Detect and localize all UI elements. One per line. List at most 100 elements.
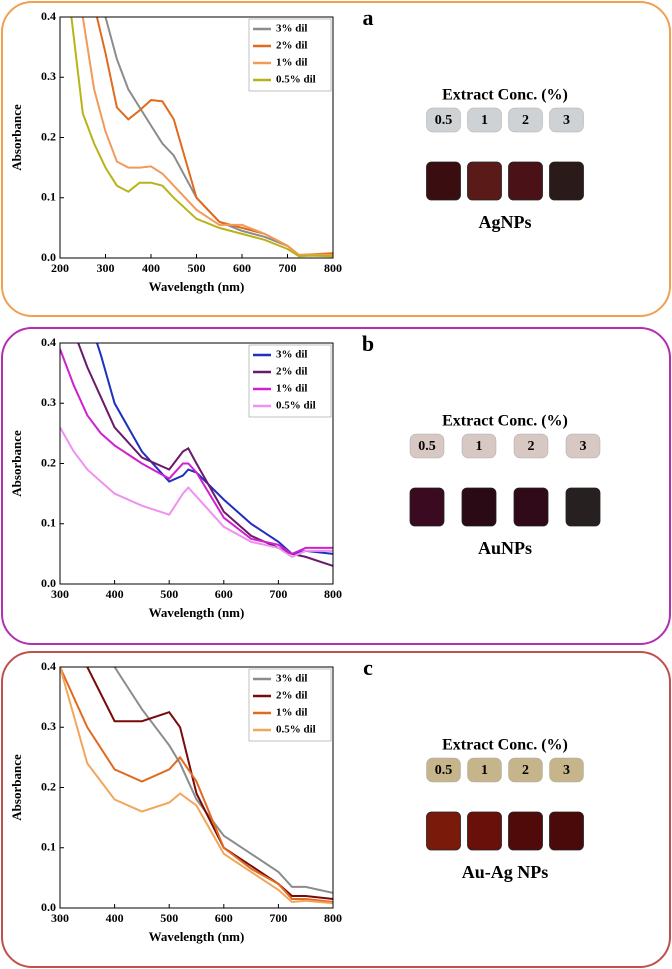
legend-label: 0.5% dil xyxy=(276,74,316,86)
legend-label: 2% dil xyxy=(276,366,307,378)
vial xyxy=(426,161,461,201)
panel-frame xyxy=(1,1,671,317)
y-tick-label: 0.3 xyxy=(41,395,56,409)
photo-title: Extract Conc. (%) xyxy=(442,413,568,430)
photo-title: Extract Conc. (%) xyxy=(442,737,568,754)
series-line xyxy=(81,17,333,257)
x-tick-label: 800 xyxy=(324,911,342,925)
vial xyxy=(508,811,543,851)
vial xyxy=(508,161,543,201)
vial-cap xyxy=(549,107,584,133)
cap-label: 2 xyxy=(528,439,535,454)
series-line xyxy=(60,667,333,903)
vial xyxy=(513,487,549,527)
x-tick-label: 800 xyxy=(324,261,342,275)
cap-label: 0.5 xyxy=(435,113,453,128)
x-tick-label: 200 xyxy=(51,261,69,275)
vial xyxy=(467,161,502,201)
legend-label: 1% dil xyxy=(276,57,307,69)
series-line xyxy=(113,667,333,894)
vial xyxy=(549,811,584,851)
series-line xyxy=(60,667,333,905)
vial-cap xyxy=(565,433,601,459)
y-tick-label: 0.0 xyxy=(41,250,56,264)
cap-label: 0.5 xyxy=(418,439,436,454)
legend-label: 1% dil xyxy=(276,707,307,719)
y-tick-label: 0.1 xyxy=(41,516,56,530)
x-tick-label: 700 xyxy=(269,587,287,601)
panel-label: b xyxy=(362,331,374,356)
legend-label: 2% dil xyxy=(276,690,307,702)
y-tick-label: 0.1 xyxy=(41,840,56,854)
y-axis-label: Absorbance xyxy=(9,104,24,171)
y-tick-label: 0.0 xyxy=(41,900,56,914)
panel: 0.0 0.1 0.2 0.3 0.4 300 400 500 600 700 800 Wavelen… xyxy=(1,327,671,645)
legend-label: 2% dil xyxy=(276,40,307,52)
photo-caption: Au-Ag NPs xyxy=(462,862,549,882)
vial-cap xyxy=(508,107,543,133)
cap-label: 3 xyxy=(563,113,570,128)
y-axis-label: Absorbance xyxy=(9,754,24,821)
vial-cap xyxy=(467,757,502,783)
vial-cap xyxy=(549,757,584,783)
y-tick-label: 0.2 xyxy=(41,129,56,143)
vial xyxy=(461,487,497,527)
x-tick-label: 600 xyxy=(215,587,233,601)
x-axis-label: Wavelength (nm) xyxy=(149,279,245,294)
cap-label: 2 xyxy=(522,113,529,128)
x-tick-label: 600 xyxy=(215,911,233,925)
x-tick-label: 500 xyxy=(160,911,178,925)
vial xyxy=(565,487,601,527)
cap-label: 3 xyxy=(563,763,570,778)
vial-cap xyxy=(461,433,497,459)
x-tick-label: 700 xyxy=(269,911,287,925)
y-tick-label: 0.2 xyxy=(41,779,56,793)
y-tick-label: 0.0 xyxy=(41,576,56,590)
cap-label: 3 xyxy=(580,439,587,454)
series-line xyxy=(60,426,333,559)
y-tick-label: 0.3 xyxy=(41,719,56,733)
x-axis-label: Wavelength (nm) xyxy=(149,929,245,944)
vial xyxy=(409,487,445,527)
x-tick-label: 500 xyxy=(188,261,206,275)
panel-label: c xyxy=(363,655,373,680)
legend-label: 1% dil xyxy=(276,383,307,395)
x-axis-label: Wavelength (nm) xyxy=(149,605,245,620)
plot-frame xyxy=(59,342,334,585)
vial xyxy=(426,811,461,851)
x-tick-label: 400 xyxy=(142,261,160,275)
legend-label: 3% dil xyxy=(276,349,307,361)
series-line xyxy=(86,667,333,900)
cap-label: 2 xyxy=(522,763,529,778)
x-tick-label: 400 xyxy=(106,911,124,925)
cap-label: 1 xyxy=(481,113,488,128)
series-line xyxy=(60,348,333,556)
photo-title: Extract Conc. (%) xyxy=(442,87,568,104)
plot-frame xyxy=(59,16,334,259)
plot-frame xyxy=(59,666,334,909)
photo-caption: AgNPs xyxy=(479,212,532,232)
vial-cap xyxy=(513,433,549,459)
x-tick-label: 600 xyxy=(233,261,251,275)
legend-label: 0.5% dil xyxy=(276,724,316,736)
y-tick-label: 0.1 xyxy=(41,190,56,204)
photo-caption: AuNPs xyxy=(478,538,532,558)
vial-cap xyxy=(409,433,445,459)
vial xyxy=(467,811,502,851)
vial xyxy=(549,161,584,201)
legend-label: 0.5% dil xyxy=(276,400,316,412)
panel: 0.0 0.1 0.2 0.3 0.4 300 400 500 600 700 800 Wavelen… xyxy=(1,651,671,968)
y-tick-label: 0.4 xyxy=(41,335,56,349)
cap-label: 0.5 xyxy=(435,763,453,778)
x-tick-label: 700 xyxy=(279,261,297,275)
legend-label: 3% dil xyxy=(276,23,307,35)
legend-label: 3% dil xyxy=(276,673,307,685)
x-tick-label: 500 xyxy=(160,587,178,601)
y-tick-label: 0.2 xyxy=(41,455,56,469)
x-tick-label: 300 xyxy=(51,911,69,925)
vial-cap xyxy=(467,107,502,133)
panel-frame xyxy=(1,651,671,968)
vial-cap xyxy=(426,757,461,783)
x-tick-label: 300 xyxy=(51,587,69,601)
